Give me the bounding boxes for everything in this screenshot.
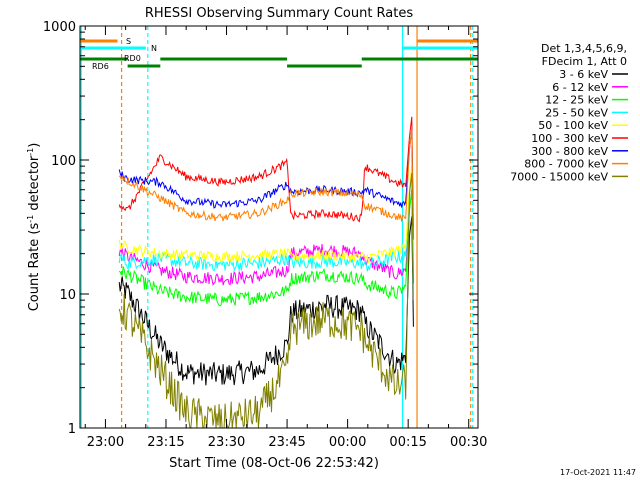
legend-label: 6 - 12 keV [552,81,608,94]
legend-label: 300 - 800 keV [531,145,608,158]
legend-label: 800 - 7000 keV [524,158,608,171]
series-line-25-50-kev [118,172,414,284]
legend-label: 12 - 25 keV [545,94,608,107]
y-tick-label: 10 [59,288,76,303]
footer-timestamp: 17-Oct-2021 11:47 [560,468,636,477]
series-line-100-300-kev [118,116,414,228]
legend-label: 25 - 50 keV [545,106,608,119]
x-axis-label: Start Time (08-Oct-06 22:53:42) [169,456,379,471]
y-tick-label: 100 [51,154,76,169]
x-tick-label: 23:45 [268,435,305,450]
x-tick-label: 23:30 [208,435,245,450]
legend-label: 50 - 100 keV [538,119,608,132]
legend: Det 1,3,4,5,6,9, FDecim 1, Att 0 3 - 6 k… [510,42,628,183]
axis-frame [79,25,479,429]
y-tick-label: 1000 [43,20,76,35]
legend-header-detectors: Det 1,3,4,5,6,9, [541,42,627,55]
flag-label-s: S [126,37,131,46]
x-tick-label: 00:30 [450,435,487,450]
flag-label-n: N [151,44,157,53]
y-tick-label: 1 [68,422,76,437]
flag-label-rd6: RD6 [92,62,109,71]
series-line-7000-15000-kev [118,172,414,430]
x-tick-label: 00:15 [389,435,426,450]
chart-title: RHESSI Observing Summary Count Rates [145,6,414,21]
series-line-3-6-kev [118,216,414,386]
series-line-50-100-kev [118,166,414,277]
plot-area: S N RD0 RD6 1 10 100 1000 23:00 23:15 23:30 23:45 00… [43,20,488,450]
legend-label: 7000 - 15000 keV [510,170,608,183]
flag-label-rd0: RD0 [124,54,141,63]
legend-label: 3 - 6 keV [559,68,608,81]
legend-label: 100 - 300 keV [531,132,608,145]
legend-header-decimation: FDecim 1, Att 0 [542,55,627,68]
x-tick-label: 00:00 [329,435,366,450]
x-tick-label: 23:15 [147,435,184,450]
x-tick-label: 23:00 [87,435,124,450]
series-line-800-7000-kev [118,129,414,240]
series-line-12-25-kev [118,189,414,307]
series-line-300-800-kev [118,129,414,240]
y-axis-label: Count Rate (s-1 detector-1) [26,143,42,312]
